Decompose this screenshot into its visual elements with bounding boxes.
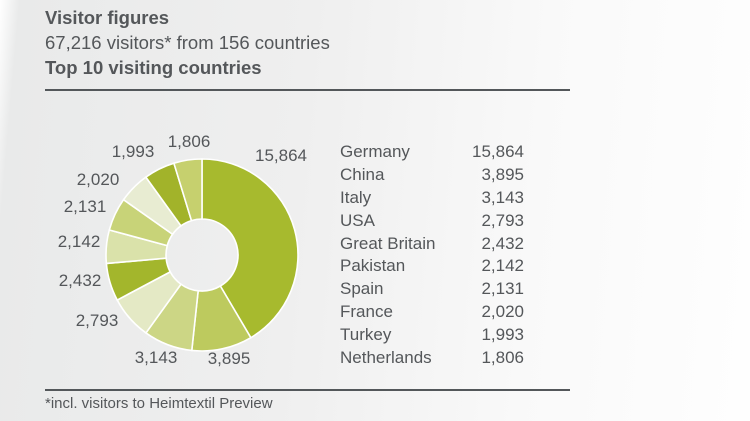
donut-chart bbox=[105, 158, 299, 352]
country-name: Germany bbox=[340, 142, 410, 162]
top-divider bbox=[45, 89, 570, 91]
country-name: Italy bbox=[340, 187, 372, 207]
slice-label-germany: 15,864 bbox=[255, 146, 307, 165]
legend-row-great-britain: Great Britain 2,432 bbox=[340, 232, 524, 255]
country-value: 3,895 bbox=[481, 165, 524, 185]
slice-label-great-britain: 2,432 bbox=[58, 271, 102, 290]
page-title: Visitor figures bbox=[45, 7, 170, 28]
footnote: *incl. visitors to Heimtextil Preview bbox=[45, 395, 273, 412]
slice-label-italy: 3,143 bbox=[134, 348, 178, 367]
country-value: 2,793 bbox=[481, 210, 524, 230]
country-name: USA bbox=[340, 210, 375, 230]
bottom-divider bbox=[45, 389, 570, 391]
legend-row-china: China 3,895 bbox=[340, 164, 524, 187]
country-value: 15,864 bbox=[472, 142, 524, 162]
header-subtitle: 67,216 visitors* from 156 countries bbox=[45, 32, 330, 53]
country-name: China bbox=[340, 165, 385, 185]
legend-row-netherlands: Netherlands 1,806 bbox=[340, 346, 524, 369]
legend-row-pakistan: Pakistan 2,142 bbox=[340, 255, 524, 278]
country-name: Pakistan bbox=[340, 256, 406, 276]
legend-row-usa: USA 2,793 bbox=[340, 209, 524, 232]
country-value: 3,143 bbox=[481, 187, 524, 207]
country-value: 2,020 bbox=[481, 301, 524, 321]
slice-label-spain: 2,131 bbox=[63, 197, 107, 216]
legend-row-spain: Spain 2,131 bbox=[340, 278, 524, 301]
legend-row-italy: Italy 3,143 bbox=[340, 187, 524, 210]
slice-label-netherlands: 1,806 bbox=[167, 132, 211, 151]
country-value: 2,142 bbox=[481, 256, 524, 276]
country-name: Netherlands bbox=[340, 347, 432, 367]
header-subheading: Top 10 visiting countries bbox=[45, 57, 262, 78]
header: Visitor figures 67,216 visitors* from 15… bbox=[45, 5, 330, 80]
pie-slice-germany bbox=[201, 158, 299, 339]
slice-label-turkey: 1,993 bbox=[111, 142, 155, 161]
country-name: Spain bbox=[340, 279, 384, 299]
country-name: France bbox=[340, 301, 393, 321]
country-name: Great Britain bbox=[340, 233, 436, 253]
country-value: 2,432 bbox=[481, 233, 524, 253]
slice-label-china: 3,895 bbox=[207, 349, 251, 368]
legend-row-germany: Germany 15,864 bbox=[340, 141, 524, 164]
country-value: 2,131 bbox=[481, 279, 524, 299]
slice-label-pakistan: 2,142 bbox=[57, 232, 101, 251]
pie-slice-netherlands bbox=[172, 158, 203, 222]
country-name: Turkey bbox=[340, 324, 392, 344]
country-value: 1,993 bbox=[481, 324, 524, 344]
slice-label-usa: 2,793 bbox=[75, 311, 119, 330]
country-list: Germany 15,864 China 3,895 Italy 3,143 U… bbox=[340, 141, 524, 369]
legend-row-turkey: Turkey 1,993 bbox=[340, 323, 524, 346]
slice-label-france: 2,020 bbox=[76, 170, 120, 189]
country-value: 1,806 bbox=[481, 347, 524, 367]
legend-row-france: France 2,020 bbox=[340, 301, 524, 324]
